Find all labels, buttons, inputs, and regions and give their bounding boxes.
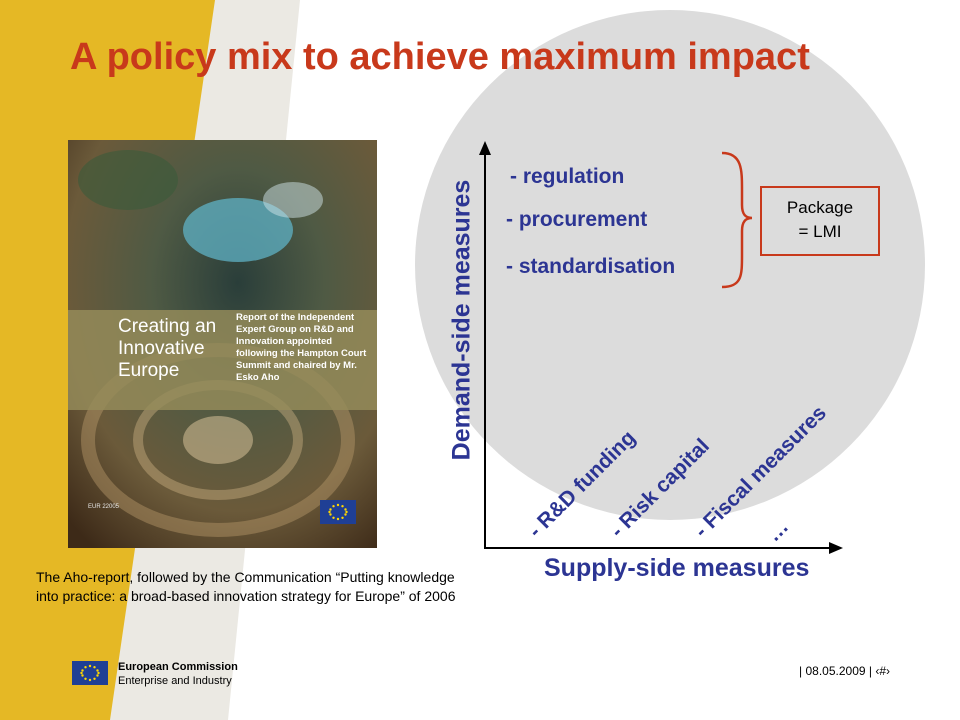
y-axis-label: Demand-side measures <box>447 179 476 461</box>
y-axis-arrowhead <box>479 141 491 155</box>
page-title: A policy mix to achieve maximum impact <box>70 36 810 78</box>
cover-title: Creating an Innovative Europe <box>118 316 217 381</box>
cover-report-code: EUR 22005 <box>88 504 120 510</box>
footer-date-page: | 08.05.2009 | ‹#› <box>799 664 890 678</box>
demand-item-standardisation: - standardisation <box>506 255 676 278</box>
cover-description: Report of the Independent Expert Group o… <box>236 312 367 383</box>
footer-eu-flag-icon <box>72 661 108 685</box>
x-axis-arrowhead <box>829 542 843 554</box>
cover-title-band <box>68 310 377 410</box>
demand-item-regulation: - regulation <box>510 165 625 188</box>
package-box: Package = LMI <box>760 186 880 256</box>
demand-item-procurement: - procurement <box>506 208 648 231</box>
grey-circle <box>415 10 925 520</box>
eu-stars-icon <box>328 503 348 521</box>
footer-department: Enterprise and Industry <box>118 675 232 687</box>
bracket-icon <box>721 151 753 289</box>
report-cover-image: Creating an Innovative Europe Report of … <box>68 140 377 548</box>
x-axis-label: Supply-side measures <box>544 554 810 582</box>
footer-organization: European Commission <box>118 661 238 673</box>
package-label: Package = LMI <box>786 198 854 241</box>
footer-eu-stars-icon <box>80 664 100 682</box>
cover-caption: The Aho-report, followed by the Communic… <box>36 569 456 604</box>
eu-flag-icon <box>320 500 356 524</box>
